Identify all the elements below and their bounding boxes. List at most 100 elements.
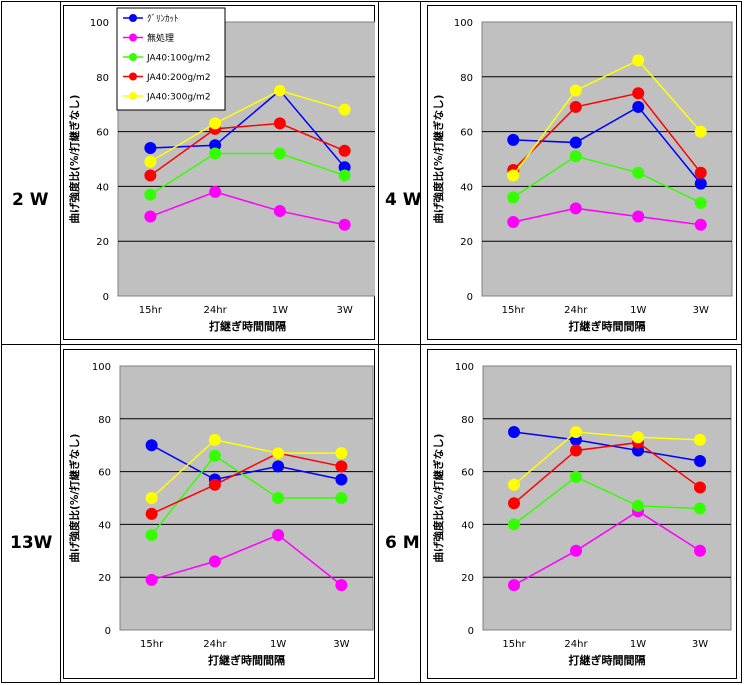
y-tick-label: 100	[455, 362, 474, 373]
series-line	[150, 191, 345, 226]
data-point	[632, 210, 645, 223]
row-label-6m: 6 M	[385, 533, 420, 553]
y-tick-label: 20	[98, 573, 111, 584]
series-line	[513, 431, 701, 462]
legend-marker	[129, 92, 137, 100]
row-label-2w: 2 W	[12, 190, 49, 210]
y-axis-title: 曲げ強度比(%/打継ぎなし)	[68, 95, 81, 224]
legend-label: JA40:100g/m2	[146, 54, 211, 64]
data-point	[335, 492, 348, 504]
data-point	[209, 117, 222, 130]
x-tick-label: 24hr	[564, 639, 588, 650]
data-point	[209, 139, 222, 152]
data-point	[507, 133, 520, 146]
data-point	[338, 144, 351, 157]
x-tick-label: 1W	[272, 305, 288, 316]
legend-label: JA40:300g/m2	[146, 93, 211, 103]
data-point	[569, 84, 582, 97]
series-line	[150, 89, 346, 168]
data-point	[507, 169, 520, 182]
data-point	[144, 142, 157, 155]
legend-label: ｸﾞﾘﾝｶｯﾄ	[147, 14, 179, 25]
data-point	[144, 155, 157, 168]
data-point	[209, 185, 222, 198]
data-point	[694, 502, 706, 515]
data-point	[569, 202, 582, 215]
column-divider	[378, 1, 379, 683]
y-tick-label: 80	[96, 73, 109, 84]
data-point	[694, 455, 706, 468]
x-tick-label: 1W	[630, 639, 646, 650]
x-tick-label: 1W	[270, 639, 286, 650]
y-axis-title: 曲げ強度比(%/打継ぎなし)	[68, 434, 81, 563]
data-point	[208, 478, 221, 491]
chart-4w: 0 20 40 60 80 100 15hr 24hr 1W 3W 打継ぎ時間間隔 曲げ強度比(%/打…	[427, 5, 737, 340]
data-point	[208, 555, 221, 568]
y-tick-label: 60	[460, 128, 473, 139]
data-point	[145, 528, 158, 541]
data-point	[569, 136, 582, 149]
data-point	[694, 125, 707, 138]
data-point	[338, 169, 351, 182]
data-point	[632, 100, 645, 113]
data-point	[507, 216, 520, 229]
data-point	[569, 150, 582, 163]
data-point	[273, 84, 286, 97]
x-tick-label: 3W	[337, 305, 353, 316]
data-point	[694, 481, 706, 494]
data-point	[338, 103, 351, 116]
y-tick-label: 40	[96, 182, 109, 193]
series-line	[151, 439, 342, 499]
y-tick-label: 20	[96, 237, 109, 248]
data-point	[508, 497, 520, 510]
data-point	[145, 573, 158, 586]
y-tick-label: 20	[461, 573, 474, 584]
y-tick-label: 60	[96, 128, 109, 139]
y-tick-label: 80	[461, 415, 474, 426]
y-tick-label: 0	[467, 292, 473, 303]
x-tick-label: 24hr	[203, 639, 227, 650]
data-point	[144, 188, 157, 201]
series-line	[512, 59, 702, 176]
series-line	[512, 92, 702, 174]
x-tick-label: 3W	[333, 639, 349, 650]
data-point	[632, 499, 644, 512]
data-point	[632, 54, 645, 67]
data-point	[335, 460, 348, 473]
data-point	[694, 196, 707, 209]
data-point	[208, 449, 221, 462]
data-point	[144, 169, 157, 182]
y-tick-label: 60	[461, 468, 474, 479]
series-line	[513, 105, 702, 185]
data-point	[508, 478, 520, 491]
x-axis-title: 打継ぎ時間間隔	[569, 319, 646, 333]
row-label-13w: 13W	[10, 533, 53, 553]
data-point	[272, 460, 285, 473]
chart-6m: 0 20 40 60 80 100 15hr 24hr 1W 3W 打継ぎ時間間隔 曲げ強度比(%/打…	[427, 349, 737, 679]
y-axis-title: 曲げ強度比(%/打継ぎなし)	[432, 434, 445, 563]
data-point	[570, 444, 582, 457]
x-tick-label: 15hr	[139, 305, 163, 316]
data-point	[208, 433, 221, 446]
plot-area	[482, 365, 732, 631]
series-line	[513, 476, 701, 525]
data-point	[570, 426, 582, 438]
data-point	[508, 518, 520, 531]
legend-label: 無処理	[147, 32, 174, 44]
y-tick-label: 40	[460, 182, 473, 193]
x-tick-label: 15hr	[502, 639, 526, 650]
data-point	[338, 218, 351, 231]
series-line	[151, 534, 342, 586]
data-point	[273, 147, 286, 160]
data-point	[694, 544, 706, 557]
data-point	[508, 579, 520, 592]
data-point	[272, 492, 285, 504]
x-tick-label: 24hr	[204, 305, 228, 316]
series-line	[151, 454, 342, 536]
data-point	[632, 87, 645, 100]
data-point	[145, 507, 158, 520]
series-line	[513, 510, 701, 586]
data-point	[335, 473, 348, 486]
data-point	[272, 447, 285, 460]
data-point	[335, 579, 348, 592]
